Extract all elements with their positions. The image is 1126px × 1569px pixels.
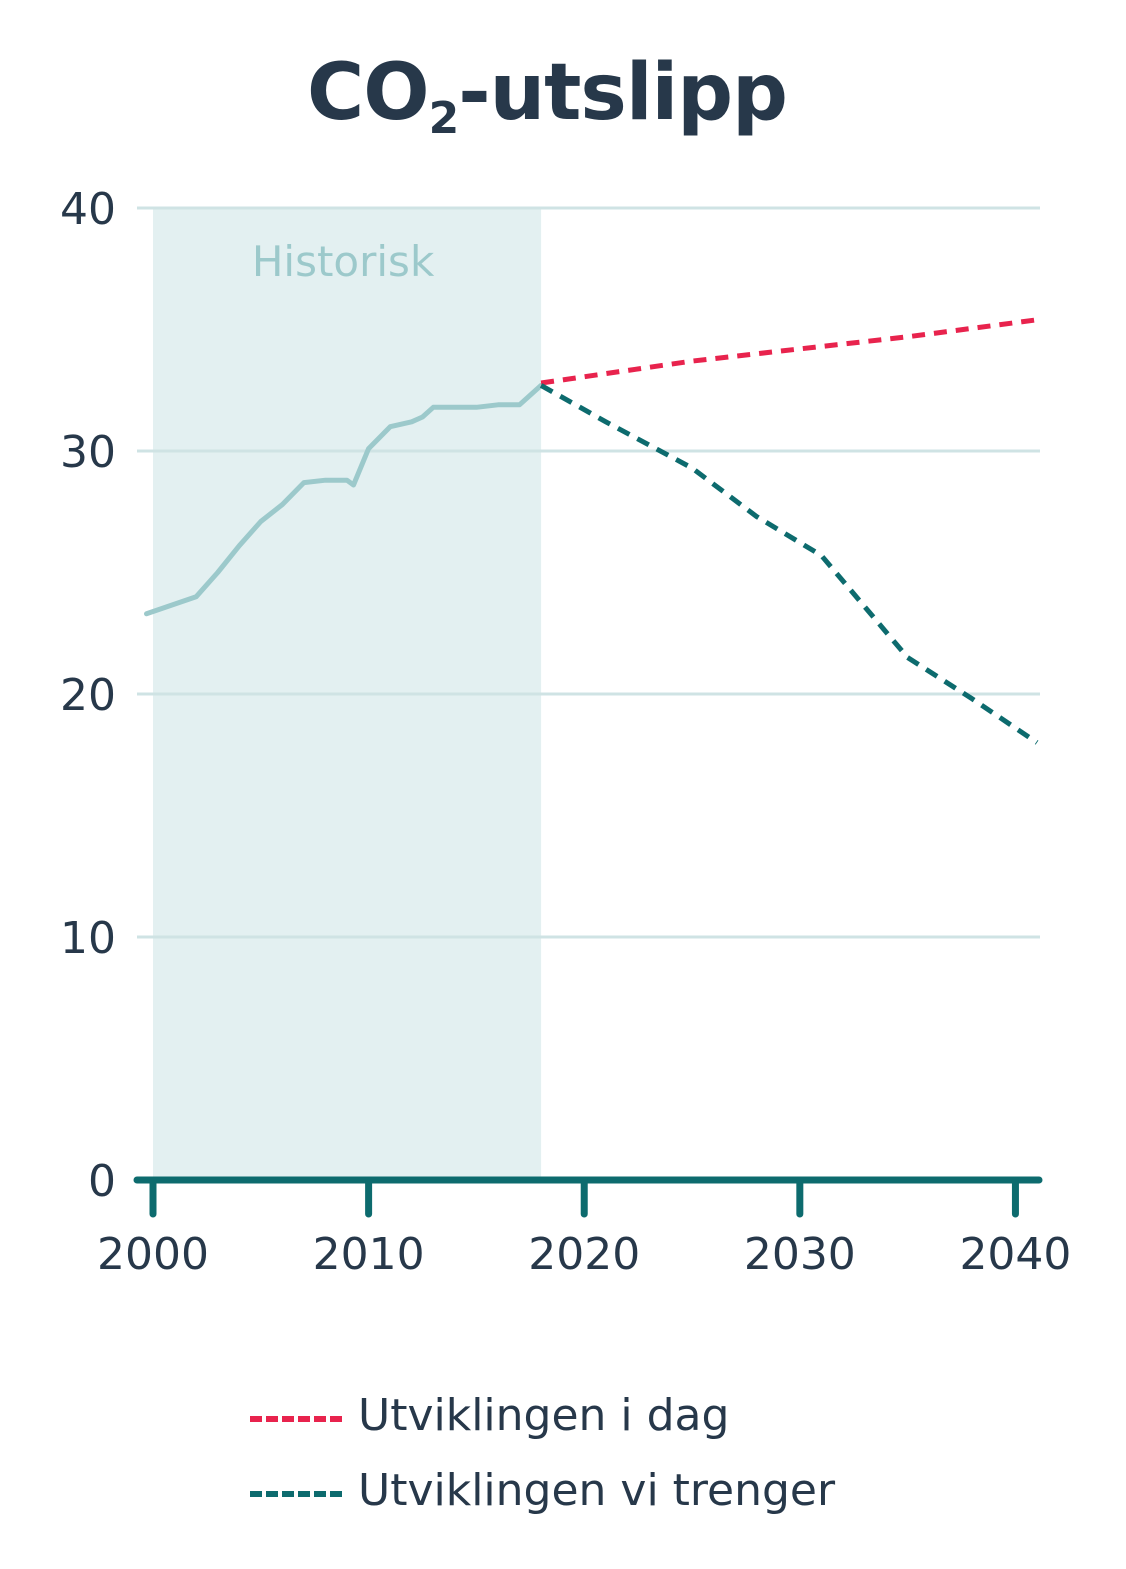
legend-label-current: Utviklingen i dag bbox=[358, 1390, 730, 1441]
x-tick-label-2020: 2020 bbox=[528, 1229, 640, 1280]
y-tick-label-10: 10 bbox=[60, 913, 116, 964]
x-tick-label-2010: 2010 bbox=[313, 1229, 425, 1280]
series-line-historical bbox=[144, 382, 544, 617]
y-tick-label-0: 0 bbox=[88, 1156, 116, 1207]
y-tick-label-30: 30 bbox=[60, 427, 116, 478]
x-tick-label-2000: 2000 bbox=[97, 1229, 209, 1280]
y-tick-label-20: 20 bbox=[60, 670, 116, 721]
x-tick-label-2040: 2040 bbox=[959, 1229, 1071, 1280]
legend-label-needed: Utviklingen vi trenger bbox=[358, 1465, 836, 1516]
y-tick-label-40: 40 bbox=[60, 184, 116, 235]
series-line-needed bbox=[539, 383, 1039, 745]
chart-title: CO2-utslipp bbox=[307, 48, 788, 144]
legend-swatch-needed bbox=[250, 1491, 342, 1497]
historical-region-label: Historisk bbox=[252, 237, 435, 286]
series-line-current bbox=[540, 317, 1038, 386]
x-tick-label-2030: 2030 bbox=[744, 1229, 856, 1280]
legend-swatch-current bbox=[250, 1416, 342, 1422]
